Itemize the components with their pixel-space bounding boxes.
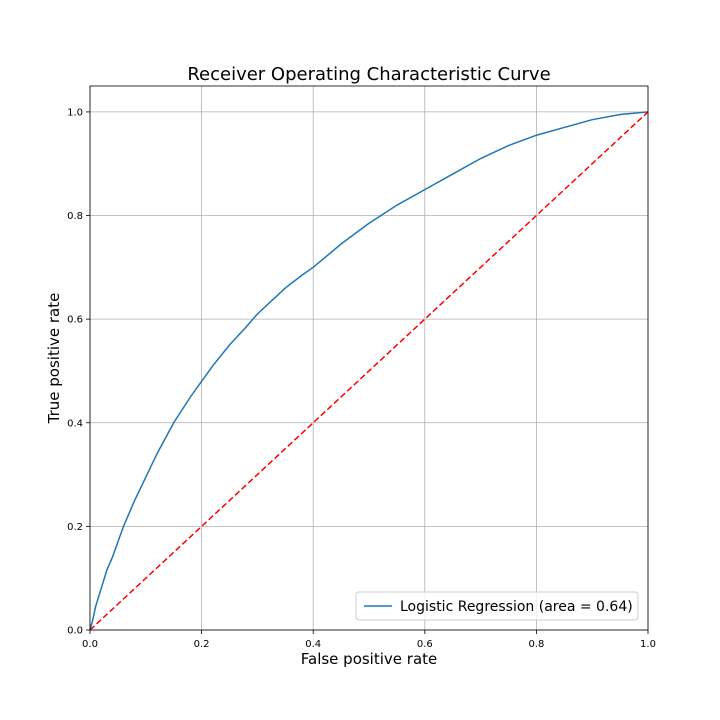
- x-tick-label: 1.0: [640, 639, 656, 650]
- plot-frame: [89, 85, 649, 631]
- roc-curve-line: [89, 111, 649, 631]
- legend-label: Logistic Regression (area = 0.64): [400, 599, 633, 615]
- x-tick-label: 0.2: [194, 639, 210, 650]
- chart-title: Receiver Operating Characteristic Curve: [187, 64, 550, 85]
- y-tick-label: 0.2: [67, 522, 83, 533]
- axis-ticks: 0.0 0.2 0.4 0.6 0.8 1.0 0.0 0.2 0.4 0.6 0.8 1.0: [67, 107, 656, 650]
- x-tick-label: 0.4: [305, 639, 321, 650]
- chance-diagonal-line: [89, 111, 649, 631]
- y-tick-label: 0.4: [67, 418, 83, 429]
- x-axis-label: False positive rate: [301, 650, 438, 668]
- x-tick-label: 0.0: [82, 639, 98, 650]
- y-tick-label: 0.8: [67, 211, 83, 222]
- x-tick-label: 0.8: [528, 639, 544, 650]
- y-tick-label: 0.0: [67, 626, 83, 637]
- legend: Logistic Regression (area = 0.64): [355, 591, 639, 621]
- y-axis-label: True positive rate: [45, 293, 63, 425]
- series-lines: [89, 111, 649, 631]
- x-tick-label: 0.6: [417, 639, 433, 650]
- legend-box: [355, 591, 639, 621]
- grid-lines: [89, 86, 649, 631]
- y-tick-label: 0.6: [67, 315, 83, 326]
- y-tick-label: 1.0: [67, 107, 83, 118]
